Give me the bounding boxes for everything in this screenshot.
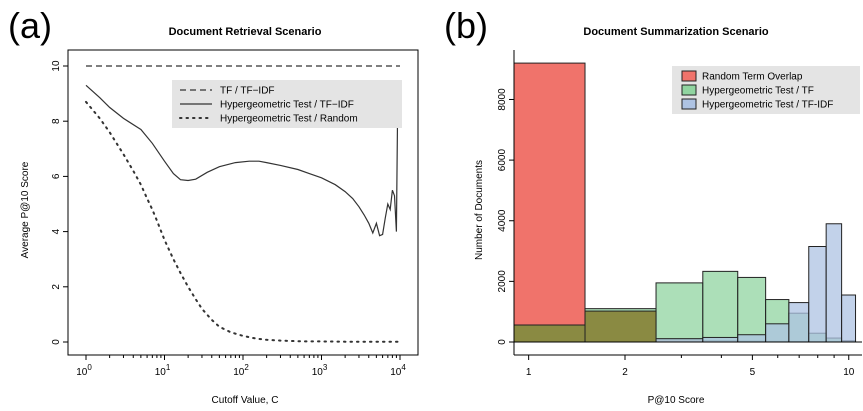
bar-tfidf: [765, 323, 790, 343]
legend-swatch: [681, 98, 697, 110]
y-tick-label: 6: [51, 173, 62, 179]
series-line-dotted: [85, 100, 401, 343]
legend-box: [672, 66, 860, 114]
bar-random: [513, 62, 586, 343]
chart-b-xlabel: P@10 Score: [648, 395, 705, 406]
chart-a-xlabel: Cutoff Value, C: [212, 395, 279, 406]
bar-tf: [655, 282, 704, 343]
x-tick-label: 104: [390, 363, 406, 378]
bar-tf: [737, 276, 767, 343]
bar-tfidf: [788, 302, 810, 343]
x-tick-label: 1: [526, 367, 532, 378]
legend-label: TF / TF−IDF: [220, 86, 275, 97]
bar-tfidf: [737, 334, 767, 343]
chart-b-title: Document Summarization Scenario: [583, 26, 768, 38]
legend-label: Hypergeometric Test / Random: [220, 114, 358, 125]
chart-a-plot: 100 101 102 103 104 0 2 4 6 8 10 TF / TF−IDF Hyperge…: [51, 49, 419, 378]
bar-tf: [702, 270, 739, 343]
chart-b-ylabel: Number of Documents: [474, 160, 485, 260]
y-tick-label: 8000: [497, 88, 508, 111]
bar-tfidf: [841, 294, 857, 343]
bar-tfidf: [702, 336, 739, 343]
bar-overlap: [513, 324, 586, 343]
bar-tfidf: [655, 338, 704, 343]
y-tick-label: 2000: [497, 270, 508, 293]
x-tick-label: 100: [76, 363, 92, 378]
legend-label: Random Term Overlap: [702, 72, 803, 83]
chart-b-plot: 1 2 5 10 0 2000 4000 6000 8000 Random Term Overla…: [497, 50, 862, 378]
y-tick-label: 6000: [497, 149, 508, 172]
bar-overlap: [584, 310, 657, 343]
legend-label: Hypergeometric Test / TF: [702, 86, 814, 97]
legend-swatch: [681, 84, 697, 96]
panel-a-label: (a): [8, 5, 52, 46]
x-tick-label: 5: [750, 367, 756, 378]
y-tick-label: 0: [51, 339, 62, 345]
y-tick-label: 10: [51, 60, 62, 72]
y-tick-label: 0: [497, 339, 508, 345]
y-tick-label: 4000: [497, 209, 508, 232]
x-tick-label: 103: [312, 363, 328, 378]
legend-swatch: [681, 70, 697, 82]
x-tick-label: 101: [155, 363, 171, 378]
chart-a-ylabel: Average P@10 Score: [20, 161, 31, 258]
chart-a-title: Document Retrieval Scenario: [169, 26, 322, 38]
y-tick-label: 8: [51, 118, 62, 124]
y-tick-label: 4: [51, 228, 62, 234]
legend-label: Hypergeometric Test / TF−IDF: [220, 100, 354, 111]
bar-tfidf: [825, 223, 843, 343]
legend-label: Hypergeometric Test / TF-IDF: [702, 100, 833, 111]
y-tick-label: 2: [51, 284, 62, 290]
bar-tfidf: [808, 246, 827, 343]
x-tick-label: 2: [622, 367, 628, 378]
panel-b-label: (b): [444, 5, 488, 46]
x-tick-label: 102: [233, 363, 249, 378]
x-tick-label: 10: [843, 367, 855, 378]
series-line-solid: [85, 84, 399, 237]
